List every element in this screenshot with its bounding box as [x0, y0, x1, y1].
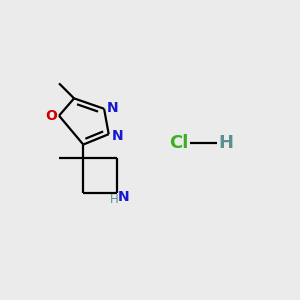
- Text: Cl: Cl: [169, 134, 188, 152]
- Text: N: N: [112, 129, 123, 143]
- Text: N: N: [107, 101, 119, 115]
- Text: O: O: [46, 109, 58, 123]
- Text: H: H: [218, 134, 233, 152]
- Text: H: H: [110, 193, 119, 206]
- Text: N: N: [118, 190, 130, 203]
